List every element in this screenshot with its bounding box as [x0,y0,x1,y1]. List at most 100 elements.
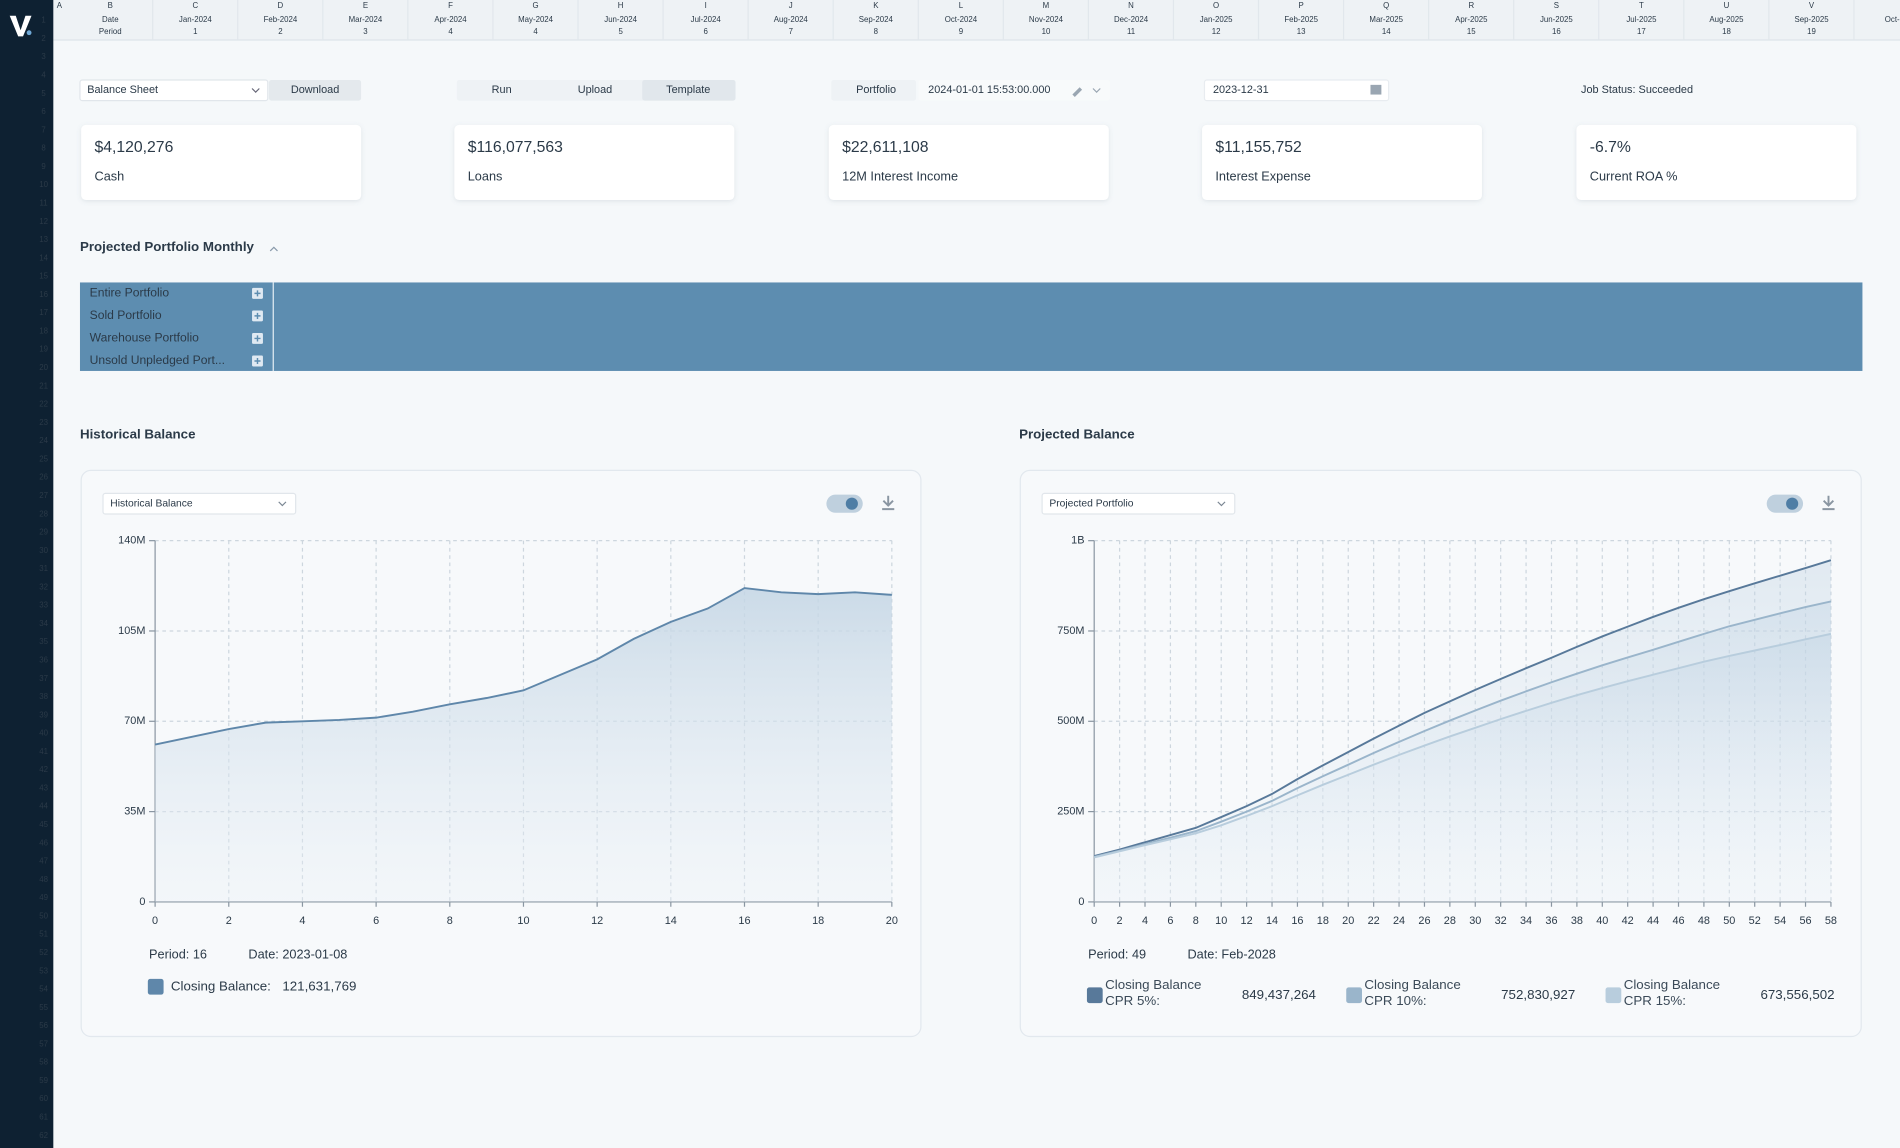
kpi-label: Current ROA % [1590,168,1678,183]
row-number: 59 [39,1076,48,1085]
date-cell: Aug-2025 [1709,15,1744,24]
date-cell: Sep-2024 [859,15,894,24]
date-cell: Sep-2025 [1795,15,1830,24]
toggle-knob [1786,497,1799,510]
logo [9,15,32,37]
date-cell: Jun-2025 [1540,15,1573,24]
legend-label-box: Closing Balance CPR 15%: [1624,978,1720,1008]
row-number: 33 [39,601,48,610]
readout-period: Period: 16 [149,947,207,962]
date-cell: Jan-2024 [179,15,212,24]
kpi-value: -6.7% [1590,139,1631,156]
report-select[interactable] [79,79,269,102]
kpi-row: $4,120,276 Cash $116,077,563 Loans $22,611,1… [81,124,1857,201]
chart-select[interactable] [102,492,297,515]
collapse-icon[interactable] [269,246,278,252]
column-letter: M [1043,1,1050,10]
row-number: 25 [39,454,48,463]
line [1093,632,1832,859]
period-cell: 9 [959,27,963,36]
kpi-value: $11,155,752 [1215,139,1301,156]
date-cell: Dec-2024 [1114,15,1149,24]
template-button[interactable] [642,80,736,101]
x-tick-label: 18 [1317,915,1329,927]
x-tick-label: 20 [886,915,898,927]
row-number: 14 [39,253,48,262]
column-letter: E [363,1,368,10]
portfolio-item[interactable]: Sold Portfolio [90,308,162,322]
row-number: 58 [39,1058,48,1067]
readout-date: Date: Feb-2028 [1188,947,1276,962]
timestamp-field[interactable] [918,80,1110,101]
legend-swatch [1605,987,1622,1004]
legend-label: Closing Balance: [171,978,271,993]
readout-value: 673,556,502 [1760,987,1834,1002]
line [1093,559,1832,858]
column-letter: O [1213,1,1219,10]
x-tick-label: 44 [1647,915,1659,927]
legend-label-box: Closing Balance CPR 5%: [1105,978,1201,1008]
run-button[interactable]: Run [492,84,512,96]
kpi-card [828,124,1109,201]
readout-period: Period: 49 [1088,947,1146,962]
row-number: 48 [39,875,48,884]
x-tick-label: 16 [1291,915,1303,927]
date-field[interactable] [1203,79,1390,102]
x-tick-label: 0 [152,915,158,927]
timestamp: 2024-01-01 15:53:00.000 [928,84,1050,96]
period-cell: 19 [1807,27,1816,36]
chart-heading: Historical Balance [80,427,196,442]
x-tick-label: 46 [1672,915,1684,927]
date-cell: Feb-2025 [1284,15,1318,24]
row-number: 40 [39,729,48,738]
expand-plus [254,290,261,297]
row-number: 22 [39,400,48,409]
row-number: 47 [39,857,48,866]
download-text: Download [291,84,339,96]
portfolio-list: Entire Portfolio Sold Portfolio Warehouse … [90,286,263,367]
kpi-label: 12M Interest Income [842,168,958,183]
x-tick-label: 42 [1622,915,1634,927]
period-cell: 15 [1467,27,1476,36]
row-number: 43 [39,783,48,792]
row-number: 50 [39,911,48,920]
x-tick-label: 58 [1825,915,1837,927]
row-number: 62 [39,1131,48,1140]
portfolio-item[interactable]: Warehouse Portfolio [90,331,200,345]
sheet-header [53,0,1900,41]
line [1093,600,1832,858]
x-tick-label: 38 [1571,915,1583,927]
date-cell: Nov-2024 [1029,15,1064,24]
column-letter: B [108,1,113,10]
edit-icon[interactable] [1072,87,1083,97]
x-tick-label: 10 [1215,915,1227,927]
download-button[interactable] [269,80,362,101]
period-cell: 16 [1552,27,1561,36]
row-number: 42 [39,765,48,774]
row-number: 13 [39,235,48,244]
row-number: 15 [39,272,48,281]
readout-value: 849,437,264 [1242,987,1317,1002]
x-tick-label: 22 [1368,915,1380,927]
portfolio-item[interactable]: Unsold Unpledged Port... [90,353,225,367]
column-letter: V [1809,1,1815,10]
legend-swatch [1086,987,1103,1004]
download-icon[interactable] [1822,495,1835,511]
chevron [1217,501,1226,507]
report-select-text: Balance Sheet [87,84,158,96]
portfolio-item[interactable]: Entire Portfolio [90,286,170,300]
chart-select[interactable] [1041,492,1236,515]
x-tick-label: 54 [1774,915,1786,927]
legend-label-box: Closing Balance CPR 10%: [1364,978,1460,1008]
y-tick-label: 140M [118,535,145,547]
calendar-icon[interactable] [1370,84,1382,95]
column-letter: F [448,1,453,10]
logo-dot [26,30,32,36]
x-tick-label: 40 [1596,915,1608,927]
period-cell: 13 [1297,27,1306,36]
upload-button[interactable]: Upload [578,84,613,96]
row-number: 36 [39,656,48,665]
download-icon[interactable] [882,495,895,511]
